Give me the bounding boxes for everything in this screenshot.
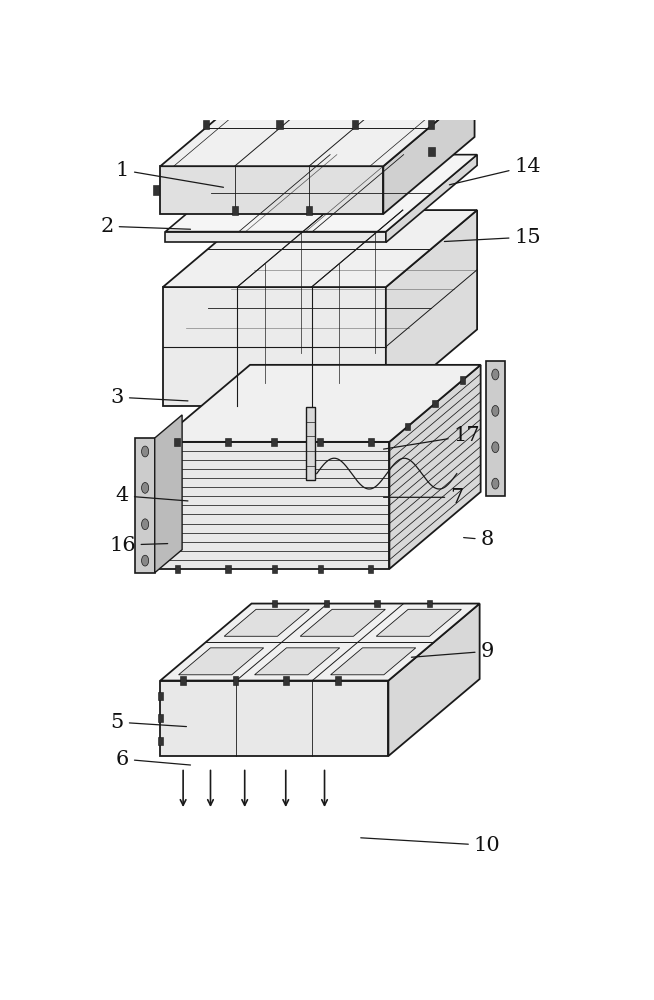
Bar xyxy=(225,438,231,446)
Bar xyxy=(158,692,163,700)
Text: 3: 3 xyxy=(111,388,188,407)
Text: 1: 1 xyxy=(116,161,224,187)
Bar xyxy=(375,600,379,607)
Polygon shape xyxy=(179,648,264,675)
Bar xyxy=(181,676,186,685)
Text: 17: 17 xyxy=(383,426,480,449)
Text: 8: 8 xyxy=(464,530,494,549)
Polygon shape xyxy=(159,442,389,569)
Bar xyxy=(175,438,180,446)
Circle shape xyxy=(492,405,499,416)
Polygon shape xyxy=(160,166,383,214)
Text: 2: 2 xyxy=(101,217,190,236)
Polygon shape xyxy=(383,89,475,214)
Bar xyxy=(368,438,373,446)
Bar xyxy=(428,120,434,129)
Circle shape xyxy=(141,482,148,493)
Text: 16: 16 xyxy=(109,536,167,555)
Polygon shape xyxy=(300,609,385,636)
Circle shape xyxy=(141,446,148,457)
Bar xyxy=(233,676,238,685)
Bar xyxy=(353,120,358,129)
Polygon shape xyxy=(386,155,477,242)
Circle shape xyxy=(492,478,499,489)
Polygon shape xyxy=(388,604,479,756)
Text: 10: 10 xyxy=(361,836,500,855)
Bar xyxy=(427,600,432,607)
Polygon shape xyxy=(165,232,386,242)
Circle shape xyxy=(492,369,499,380)
Bar xyxy=(271,438,277,446)
Text: 9: 9 xyxy=(411,642,494,661)
Circle shape xyxy=(141,555,148,566)
Text: 6: 6 xyxy=(116,750,190,769)
Polygon shape xyxy=(163,210,477,287)
Bar xyxy=(226,565,230,573)
Bar xyxy=(158,737,163,745)
Polygon shape xyxy=(155,415,182,573)
Bar xyxy=(306,407,315,480)
Polygon shape xyxy=(159,365,481,442)
Bar xyxy=(272,600,277,607)
Polygon shape xyxy=(160,89,475,166)
Polygon shape xyxy=(135,438,155,573)
Bar xyxy=(203,120,209,129)
Bar xyxy=(368,565,373,573)
Polygon shape xyxy=(224,609,309,636)
Text: 5: 5 xyxy=(111,713,186,732)
Bar xyxy=(428,147,434,156)
Bar xyxy=(158,714,163,722)
Text: 14: 14 xyxy=(449,157,541,185)
Circle shape xyxy=(492,442,499,453)
Bar xyxy=(317,438,323,446)
Polygon shape xyxy=(376,609,461,636)
Polygon shape xyxy=(331,648,416,675)
Polygon shape xyxy=(160,604,479,681)
Polygon shape xyxy=(389,365,481,569)
Bar xyxy=(324,600,330,607)
Polygon shape xyxy=(486,361,505,496)
Bar xyxy=(283,676,288,685)
Bar xyxy=(277,120,283,129)
Text: 15: 15 xyxy=(444,228,541,247)
Bar xyxy=(336,676,341,685)
Bar xyxy=(405,423,410,430)
Polygon shape xyxy=(254,648,339,675)
Bar xyxy=(306,206,312,215)
Polygon shape xyxy=(165,155,477,232)
Bar xyxy=(153,185,160,195)
Bar xyxy=(318,565,323,573)
Text: 7: 7 xyxy=(383,488,464,507)
Text: 4: 4 xyxy=(116,486,188,505)
Polygon shape xyxy=(160,681,388,756)
Bar xyxy=(232,206,237,215)
Bar xyxy=(271,565,277,573)
Circle shape xyxy=(141,519,148,530)
Polygon shape xyxy=(386,210,477,406)
Polygon shape xyxy=(163,287,386,406)
Bar xyxy=(460,376,465,384)
Bar xyxy=(175,565,180,573)
Bar xyxy=(432,400,438,407)
